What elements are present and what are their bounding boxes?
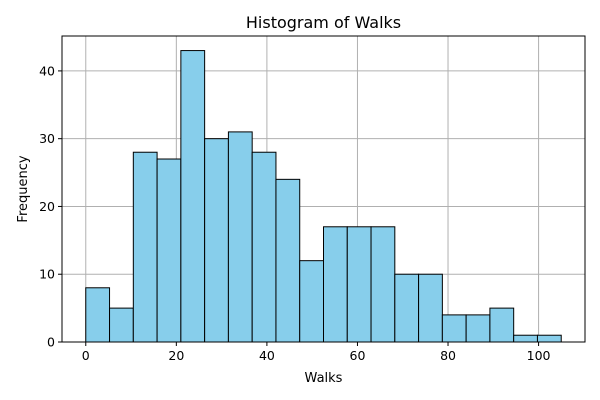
histogram-bar: [370, 226, 396, 343]
x-tick-label: 80: [440, 348, 456, 363]
x-axis-label: Walks: [305, 371, 343, 386]
y-tick-label: 30: [39, 131, 55, 146]
histogram-bar: [418, 273, 443, 343]
x-tick-label: 20: [168, 348, 184, 363]
histogram-bar: [275, 178, 301, 343]
histogram-bar: [513, 334, 538, 343]
histogram-bar: [227, 131, 253, 343]
ticks: 0 20 40 60 80 100 0 10 20 30 40: [39, 63, 550, 363]
histogram-bar: [465, 314, 491, 343]
histogram-bar: [109, 307, 134, 343]
histogram-bar: [489, 307, 515, 343]
plot-frame: [61, 35, 586, 343]
bars: [85, 50, 562, 343]
x-tick-label: 60: [350, 348, 366, 363]
histogram-bar: [132, 151, 158, 343]
histogram-bar: [323, 226, 348, 343]
histogram-bar: [251, 151, 277, 343]
histogram-bar: [299, 260, 324, 343]
histogram-bar: [204, 138, 229, 343]
histogram-bar: [180, 50, 206, 343]
y-tick-label: 40: [39, 63, 55, 78]
y-tick-label: 20: [39, 199, 55, 214]
x-tick-label: 0: [82, 348, 90, 363]
chart-title: Histogram of Walks: [246, 13, 401, 32]
histogram-bar: [536, 334, 562, 343]
histogram-bar: [85, 287, 111, 343]
histogram-bar: [346, 226, 372, 343]
y-tick-label: 0: [47, 335, 55, 350]
histogram-bar: [156, 158, 182, 343]
histogram-bar: [394, 273, 420, 343]
y-axis-label: Frequency: [16, 155, 31, 222]
y-tick-label: 10: [39, 267, 55, 282]
histogram-bar: [441, 314, 467, 343]
x-tick-label: 40: [259, 348, 275, 363]
x-tick-label: 100: [527, 348, 551, 363]
